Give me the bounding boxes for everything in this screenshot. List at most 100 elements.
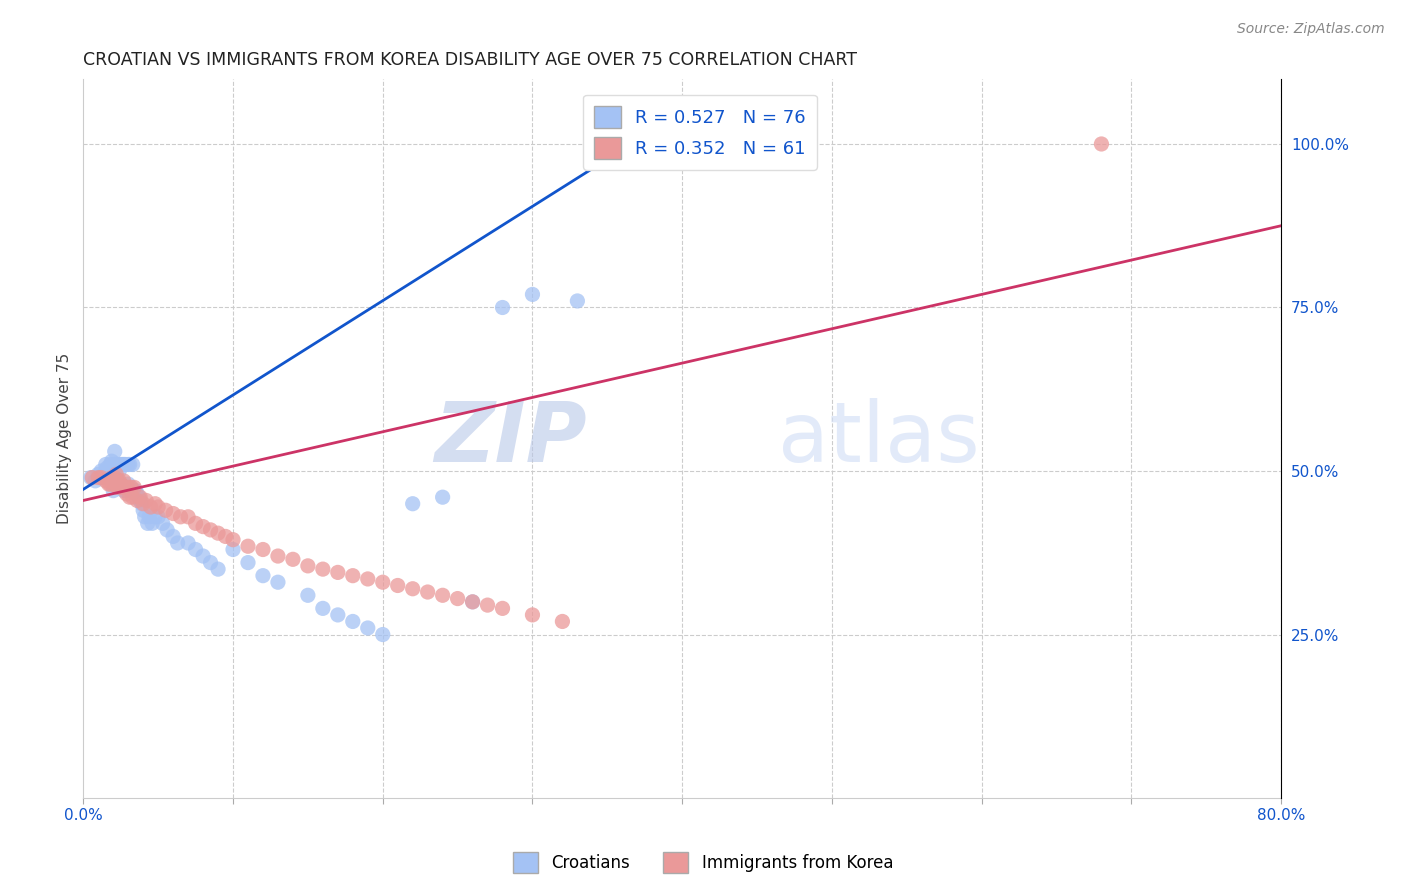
Point: [104, 470, 127, 484]
Point: [131, 497, 153, 511]
Point: [267, 549, 290, 563]
Point: [477, 598, 499, 612]
Point: [357, 621, 380, 635]
Point: [107, 480, 129, 494]
Point: [461, 595, 484, 609]
Point: [121, 458, 143, 472]
Point: [342, 568, 364, 582]
Point: [112, 474, 135, 488]
Point: [122, 480, 145, 494]
Point: [135, 493, 157, 508]
Point: [312, 562, 335, 576]
Point: [141, 516, 163, 531]
Point: [146, 500, 169, 514]
Point: [1090, 136, 1112, 151]
Point: [127, 493, 149, 508]
Point: [156, 523, 179, 537]
Point: [105, 477, 128, 491]
Point: [120, 480, 142, 494]
Point: [94, 464, 117, 478]
Point: [236, 539, 259, 553]
Point: [105, 458, 128, 472]
Point: [122, 483, 145, 498]
Point: [114, 458, 136, 472]
Point: [134, 509, 156, 524]
Point: [184, 542, 207, 557]
Point: [162, 507, 184, 521]
Point: [117, 477, 139, 491]
Point: [200, 556, 222, 570]
Point: [207, 562, 229, 576]
Y-axis label: Disability Age Over 75: Disability Age Over 75: [58, 352, 72, 524]
Point: [371, 575, 394, 590]
Point: [184, 516, 207, 531]
Point: [402, 497, 425, 511]
Point: [177, 536, 200, 550]
Point: [107, 477, 129, 491]
Point: [97, 477, 120, 491]
Point: [387, 578, 409, 592]
Point: [87, 470, 110, 484]
Point: [152, 516, 174, 531]
Point: [110, 477, 132, 491]
Point: [551, 615, 574, 629]
Point: [112, 483, 135, 498]
Point: [118, 483, 141, 498]
Text: atlas: atlas: [778, 398, 980, 479]
Point: [191, 519, 214, 533]
Point: [138, 509, 160, 524]
Point: [98, 477, 121, 491]
Point: [169, 509, 191, 524]
Point: [111, 480, 134, 494]
Point: [114, 483, 136, 498]
Point: [312, 601, 335, 615]
Point: [87, 467, 110, 482]
Point: [252, 568, 274, 582]
Point: [80, 470, 103, 484]
Point: [297, 588, 319, 602]
Point: [136, 516, 159, 531]
Point: [281, 552, 304, 566]
Point: [108, 474, 131, 488]
Point: [112, 458, 135, 472]
Point: [191, 549, 214, 563]
Text: CROATIAN VS IMMIGRANTS FROM KOREA DISABILITY AGE OVER 75 CORRELATION CHART: CROATIAN VS IMMIGRANTS FROM KOREA DISABI…: [83, 51, 858, 69]
Point: [200, 523, 222, 537]
Point: [522, 607, 544, 622]
Point: [105, 467, 128, 482]
Point: [117, 480, 139, 494]
Point: [90, 464, 112, 478]
Point: [162, 529, 184, 543]
Point: [104, 458, 127, 472]
Point: [108, 464, 131, 478]
Point: [222, 533, 245, 547]
Point: [114, 480, 136, 494]
Point: [97, 470, 120, 484]
Point: [207, 526, 229, 541]
Point: [139, 500, 162, 514]
Point: [110, 458, 132, 472]
Point: [115, 487, 138, 501]
Point: [105, 470, 128, 484]
Point: [94, 474, 117, 488]
Point: [155, 503, 177, 517]
Point: [103, 477, 125, 491]
Point: [103, 470, 125, 484]
Point: [94, 458, 117, 472]
Point: [115, 483, 138, 498]
Point: [121, 483, 143, 498]
Point: [98, 467, 121, 482]
Point: [143, 509, 166, 524]
Point: [567, 293, 589, 308]
Point: [267, 575, 290, 590]
Point: [103, 483, 125, 498]
Point: [132, 503, 155, 517]
Point: [357, 572, 380, 586]
Point: [166, 536, 188, 550]
Point: [110, 477, 132, 491]
Point: [129, 490, 152, 504]
Point: [491, 601, 513, 615]
Point: [146, 509, 169, 524]
Text: Source: ZipAtlas.com: Source: ZipAtlas.com: [1237, 22, 1385, 37]
Point: [129, 493, 152, 508]
